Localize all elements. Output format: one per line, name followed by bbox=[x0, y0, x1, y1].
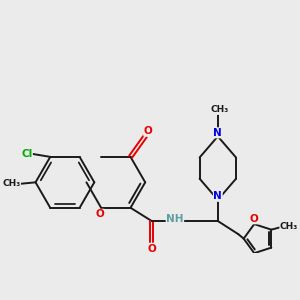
Text: CH₃: CH₃ bbox=[210, 105, 228, 114]
Text: Cl: Cl bbox=[21, 149, 32, 159]
Text: O: O bbox=[95, 209, 104, 219]
Text: O: O bbox=[250, 214, 259, 224]
Text: O: O bbox=[147, 244, 156, 254]
Text: CH₃: CH₃ bbox=[2, 179, 21, 188]
Text: N: N bbox=[213, 128, 222, 138]
Text: CH₃: CH₃ bbox=[280, 222, 298, 231]
Text: O: O bbox=[144, 126, 152, 136]
Text: N: N bbox=[213, 191, 222, 201]
Text: NH: NH bbox=[166, 214, 184, 224]
